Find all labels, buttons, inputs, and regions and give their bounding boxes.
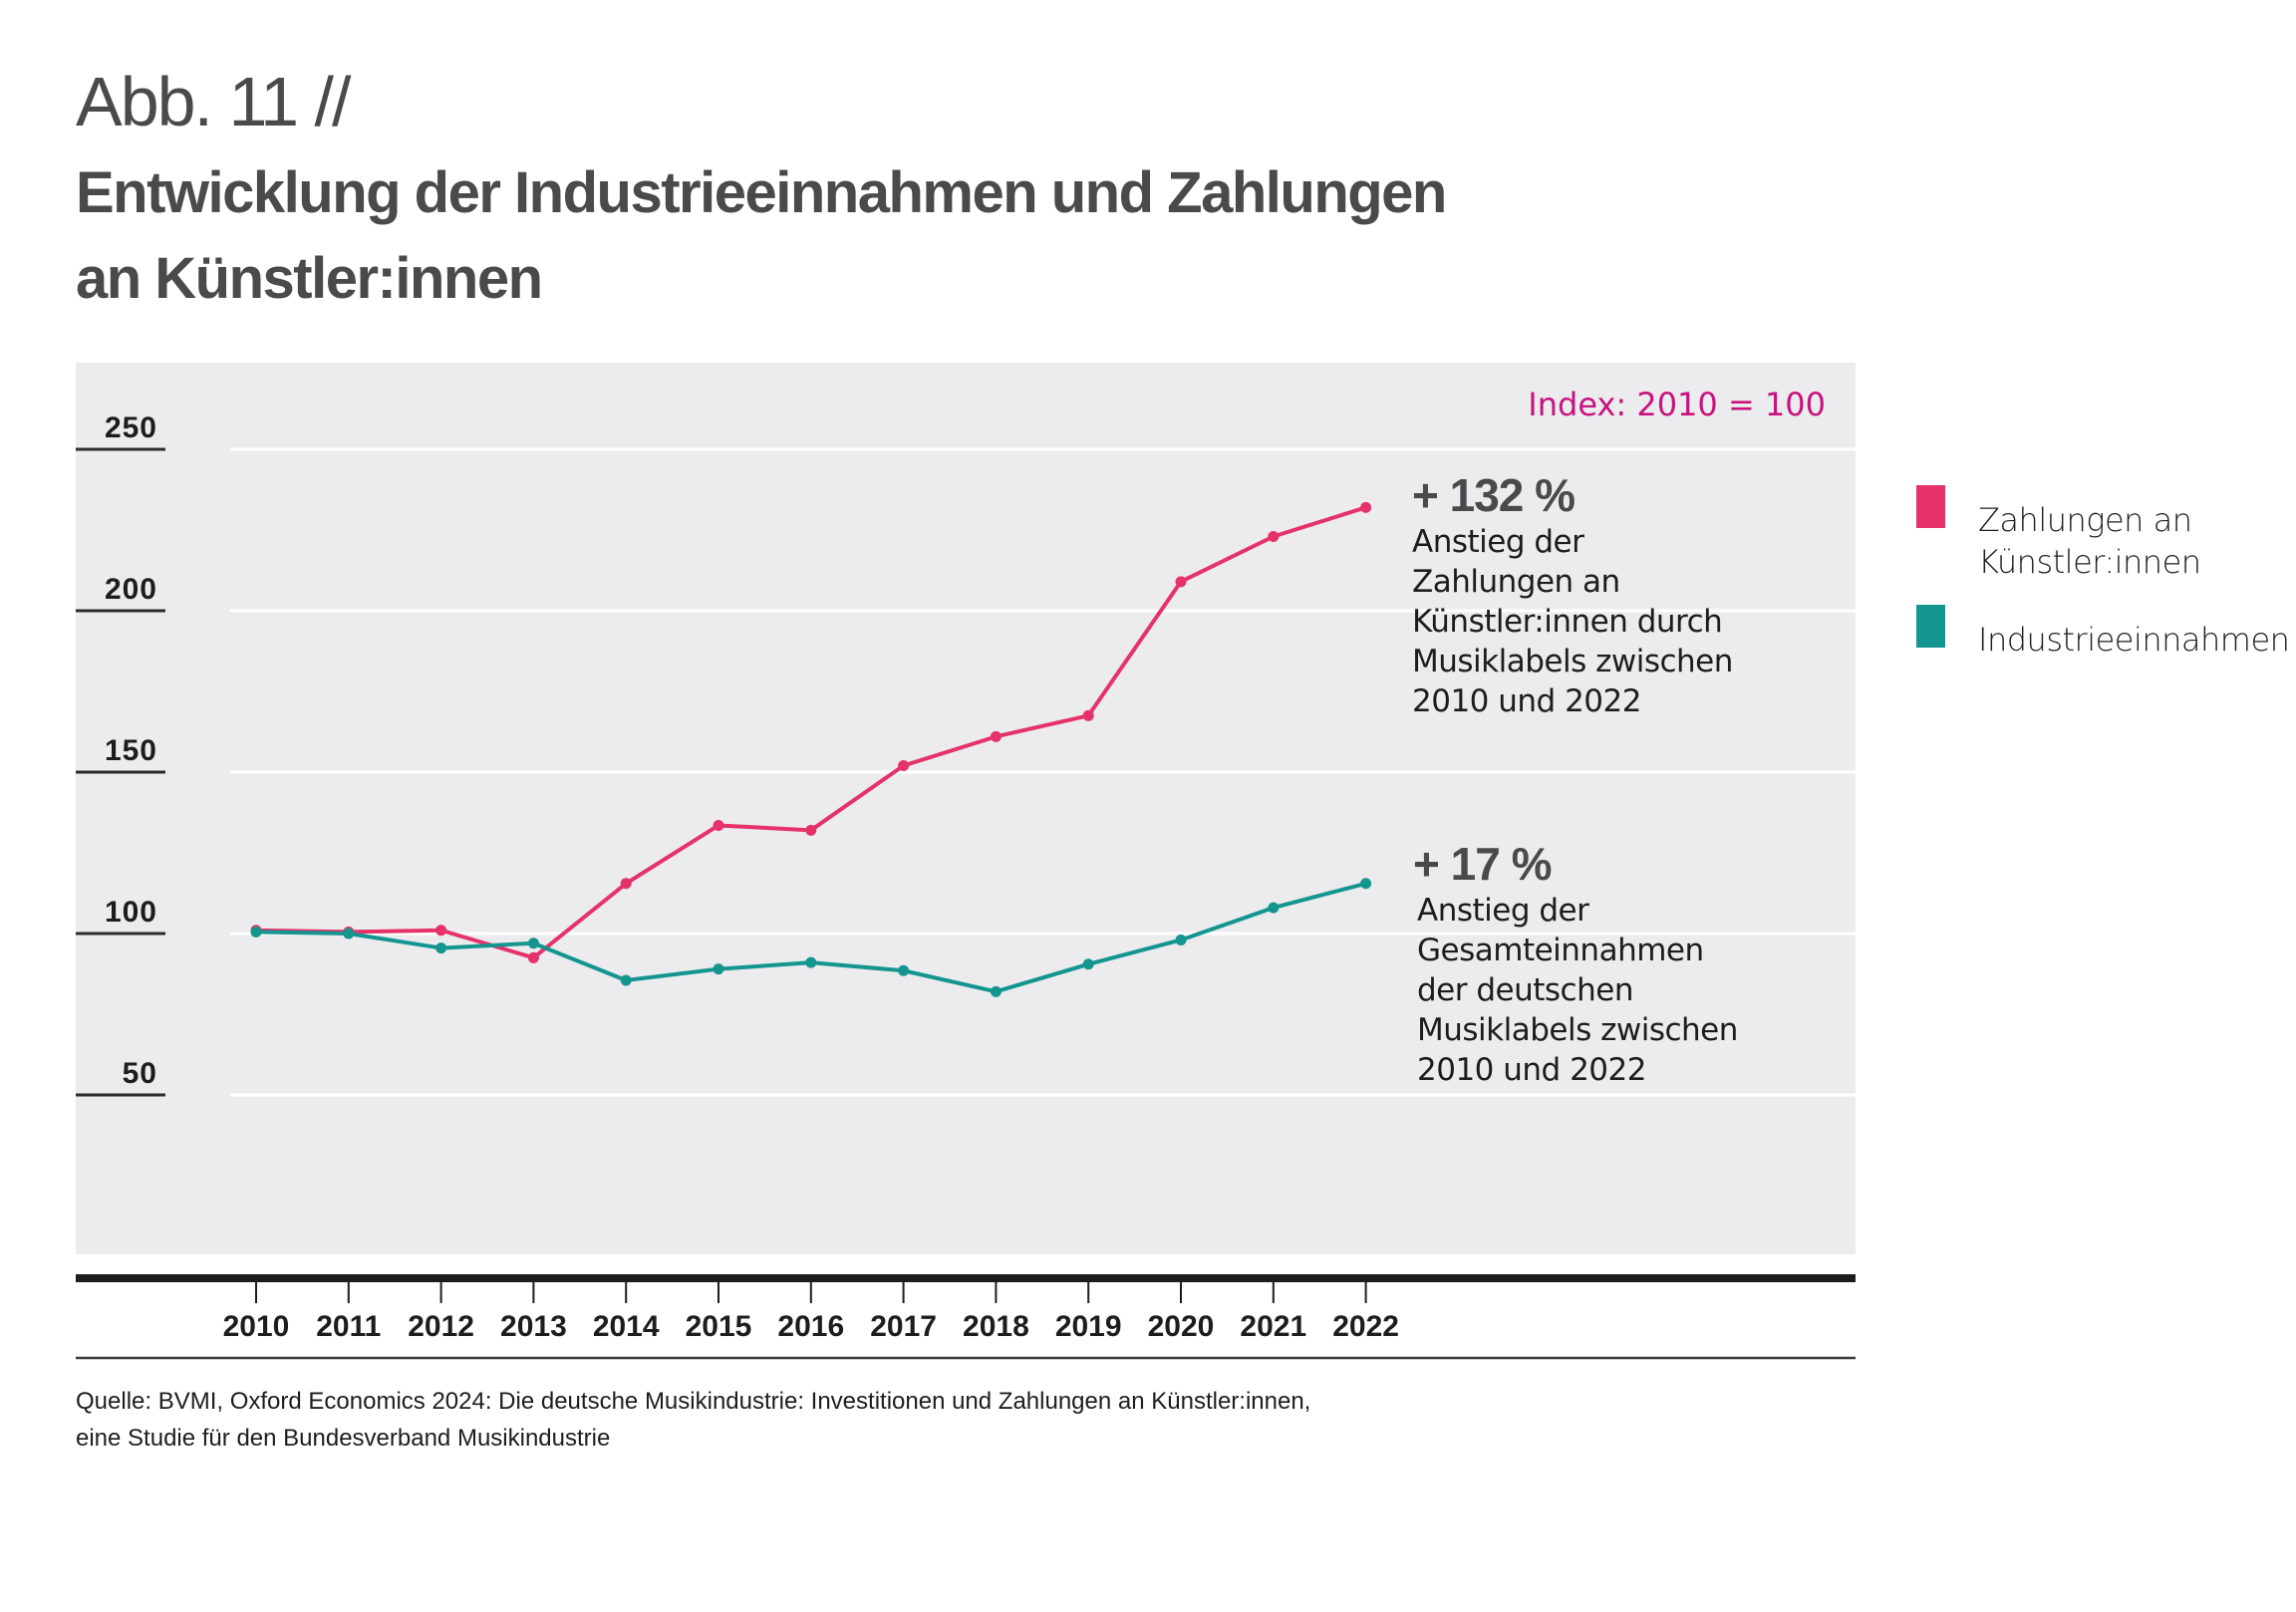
annotation-payments-text: Anstieg der Zahlungen an Künstler:innen …	[1412, 524, 1733, 719]
legend-label-payments: Zahlungen an Künstler:innen	[1978, 501, 2201, 581]
series-lines	[250, 501, 1372, 997]
x-tick-label: 2020	[1148, 1310, 1215, 1343]
chart-title-line-2: an Künstler:innen	[76, 246, 543, 311]
data-point-revenue-2013	[527, 938, 539, 949]
legend-label-revenue: Industrieeinnahmen	[1978, 621, 2290, 659]
annotation-revenue: + 17 % Anstieg der Gesamteinnahmen der d…	[1413, 837, 1738, 1090]
index-label: Index: 2010 = 100	[1528, 386, 1826, 423]
x-tick-label: 2015	[686, 1310, 752, 1343]
data-point-payments-2018	[990, 730, 1002, 742]
y-tick-label: 50	[123, 1057, 157, 1090]
y-tick-label: 150	[105, 734, 157, 767]
legend-swatch-revenue	[1916, 605, 1945, 648]
x-tick-label: 2012	[408, 1310, 474, 1343]
data-point-revenue-2011	[343, 928, 355, 940]
x-tick-label: 2010	[223, 1310, 290, 1343]
data-point-revenue-2020	[1175, 934, 1187, 945]
y-tick-label: 100	[105, 896, 157, 929]
data-point-payments-2015	[713, 819, 724, 831]
y-tick-label: 200	[105, 573, 157, 606]
plot-panel	[76, 363, 1856, 1254]
source-note: Quelle: BVMI, Oxford Economics 2024: Die…	[76, 1383, 1310, 1457]
data-point-payments-2019	[1082, 709, 1094, 721]
annotation-revenue-headline: + 17 %	[1413, 838, 1552, 890]
x-tick-label: 2014	[593, 1310, 660, 1343]
data-point-revenue-2018	[990, 985, 1002, 997]
data-point-payments-2012	[435, 925, 447, 937]
data-point-revenue-2015	[713, 963, 724, 975]
x-axis: 2010 2011 2012 2013 2014 2015 2016 2017 2018 2019…	[76, 1274, 1856, 1343]
data-point-revenue-2012	[435, 942, 447, 954]
data-point-payments-2021	[1268, 530, 1280, 542]
data-point-revenue-2019	[1082, 958, 1094, 970]
y-tick-label: 250	[105, 411, 157, 444]
x-tick-label: 2021	[1240, 1310, 1306, 1343]
data-point-payments-2020	[1175, 576, 1187, 588]
data-point-payments-2014	[620, 878, 632, 890]
x-tick-label: 2018	[963, 1310, 1029, 1343]
data-point-revenue-2016	[805, 956, 817, 968]
data-point-revenue-2022	[1360, 878, 1372, 890]
x-tick-label: 2011	[316, 1310, 381, 1343]
chart-title-line-1: Entwicklung der Industrieeinnahmen und Z…	[76, 160, 1447, 225]
y-axis: 250 200 150 100 50	[76, 411, 165, 1097]
legend-item-revenue: Industrieeinnahmen	[1916, 605, 2295, 724]
x-tick-label: 2019	[1055, 1310, 1122, 1343]
source-line-1: Quelle: BVMI, Oxford Economics 2024: Die…	[76, 1388, 1311, 1415]
annotation-revenue-text: Anstieg der Gesamteinnahmen der deutsche…	[1417, 893, 1738, 1088]
annotation-payments: + 132 % Anstieg der Zahlungen an Künstle…	[1412, 468, 1733, 721]
data-point-payments-2013	[527, 951, 539, 963]
source-line-2: eine Studie für den Bundesverband Musiki…	[76, 1425, 611, 1452]
data-point-revenue-2021	[1268, 902, 1280, 914]
x-tick-label: 2017	[870, 1310, 937, 1343]
data-point-payments-2017	[898, 760, 910, 772]
data-point-revenue-2017	[898, 964, 910, 976]
gridlines	[230, 447, 1856, 1097]
legend: Zahlungen an Künstler:innen Industrieein…	[1916, 485, 2295, 724]
figure-number: Abb. 11 //	[76, 63, 351, 140]
data-point-payments-2016	[805, 824, 817, 836]
legend-item-payments: Zahlungen an Künstler:innen	[1916, 485, 2295, 605]
annotation-payments-headline: + 132 %	[1412, 469, 1576, 521]
x-tick-label: 2016	[777, 1310, 844, 1343]
data-point-revenue-2014	[620, 974, 632, 986]
x-tick-label: 2022	[1332, 1310, 1399, 1343]
x-tick-label: 2013	[500, 1310, 567, 1343]
data-point-payments-2022	[1360, 501, 1372, 513]
legend-swatch-payments	[1916, 485, 1945, 528]
data-point-revenue-2010	[250, 926, 262, 938]
